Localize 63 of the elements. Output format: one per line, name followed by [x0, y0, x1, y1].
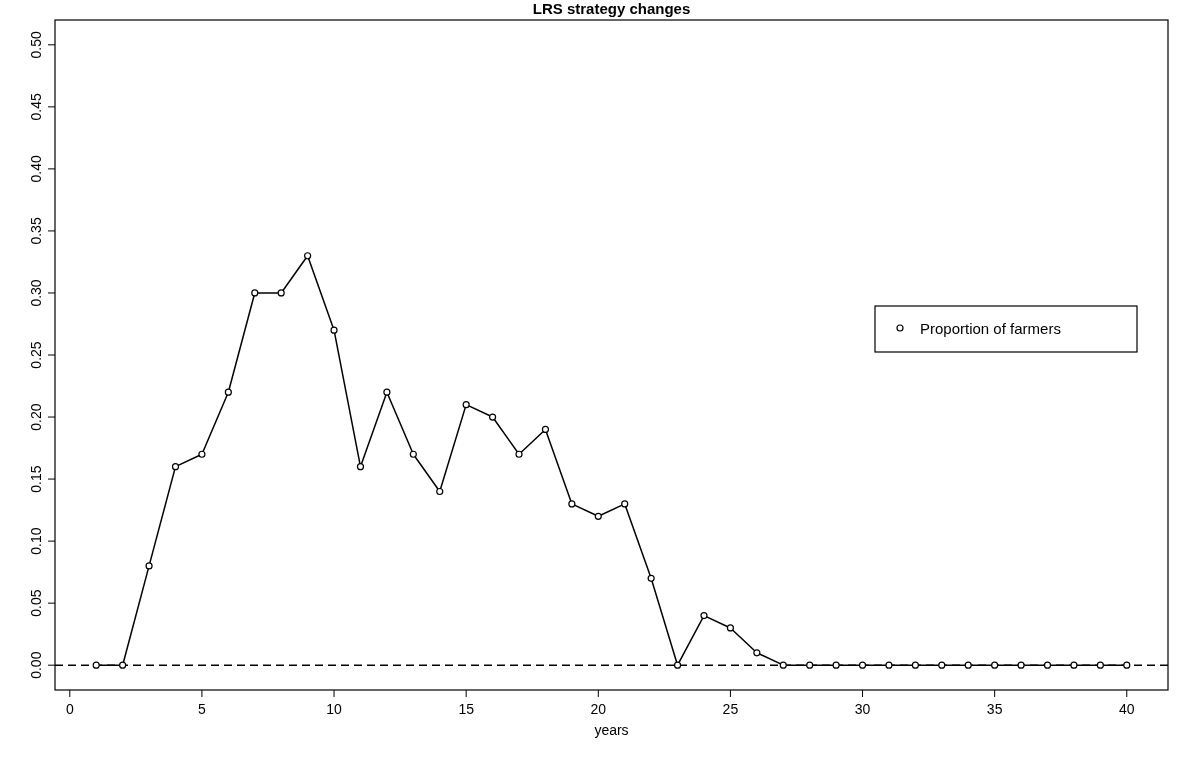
y-tick-label: 0.45 [28, 93, 44, 121]
point [1017, 661, 1025, 669]
point [858, 661, 867, 669]
point [1123, 661, 1131, 669]
point [383, 388, 391, 396]
point [1096, 661, 1104, 669]
point [673, 661, 682, 669]
point [568, 500, 576, 508]
chart-title: LRS strategy changes [532, 0, 691, 17]
point [647, 574, 655, 582]
point [409, 450, 417, 458]
point [304, 252, 312, 260]
x-tick-label: 35 [986, 701, 1003, 717]
point [251, 289, 259, 297]
point [224, 388, 232, 396]
point [832, 661, 840, 669]
point [171, 463, 180, 471]
y-tick-label: 0.00 [28, 651, 44, 679]
point [806, 661, 814, 669]
y-tick-label: 0.05 [28, 589, 44, 617]
point [885, 661, 893, 669]
point [488, 413, 497, 421]
x-tick-label: 15 [458, 701, 475, 717]
x-tick-label: 20 [590, 701, 607, 717]
point [621, 500, 629, 508]
x-axis-title: years [594, 722, 629, 738]
point [436, 487, 444, 496]
point [700, 611, 708, 620]
point [330, 326, 338, 334]
x-tick-label: 5 [198, 701, 207, 717]
point [911, 661, 919, 669]
point [779, 661, 787, 669]
y-tick-label: 0.25 [28, 341, 44, 369]
x-tick-label: 30 [854, 701, 871, 717]
point [726, 624, 735, 632]
point [119, 661, 127, 669]
point [145, 562, 153, 570]
x-tick-label: 10 [326, 701, 343, 717]
legend-label: Proportion of farmers [920, 320, 1061, 337]
y-tick-label: 0.10 [28, 527, 44, 555]
point [991, 661, 999, 669]
x-tick-label: 0 [65, 701, 74, 717]
point [938, 661, 946, 669]
y-tick-label: 0.40 [28, 155, 44, 183]
point [753, 649, 761, 657]
point [1043, 661, 1052, 669]
point [515, 450, 523, 458]
point [964, 661, 972, 669]
y-tick-label: 0.50 [28, 30, 44, 59]
point [594, 512, 602, 520]
point [1070, 661, 1078, 669]
y-tick-label: 0.15 [28, 465, 44, 493]
point [198, 450, 206, 458]
x-tick-label: 40 [1118, 701, 1135, 717]
point [277, 289, 285, 297]
y-tick-label: 0.20 [28, 403, 44, 431]
y-tick-label: 0.30 [28, 279, 44, 307]
point [92, 661, 100, 669]
point [541, 425, 550, 434]
x-tick-label: 25 [722, 701, 739, 717]
y-tick-label: 0.35 [28, 217, 44, 245]
point [356, 463, 365, 471]
point [462, 401, 470, 409]
